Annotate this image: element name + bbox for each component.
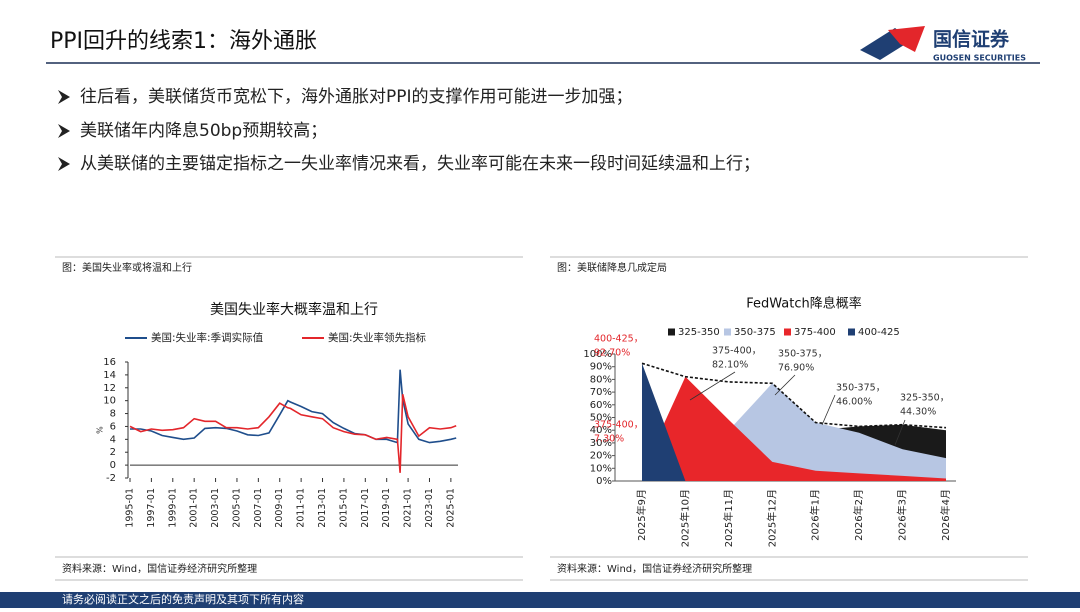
panel-caption: 图：美联储降息几成定局	[557, 261, 667, 274]
x-tick-label: 2025年11月	[722, 489, 735, 547]
leader-line	[821, 394, 836, 426]
x-tick-label: 2003-01	[210, 488, 221, 528]
y-tick-label: 90%	[590, 362, 612, 373]
x-tick-label: 2025年10月	[678, 489, 691, 547]
y-tick-label: 70%	[590, 387, 612, 398]
annotation: 350-375，	[778, 349, 827, 360]
x-tick-label: 2011-01	[296, 488, 307, 528]
max-line	[641, 362, 947, 429]
x-tick-label: 2001-01	[189, 488, 200, 528]
annotation: 92.70%	[594, 348, 630, 359]
x-tick-label: 2023-01	[424, 488, 435, 528]
bullet-list: 往后看，美联储货币宽松下，海外通胀对PPI的支撑作用可能进一步加强； 美联储年内…	[58, 87, 760, 174]
y-tick-label: 0%	[596, 476, 612, 487]
panel-source: 资料来源：Wind，国信证券经济研究所整理	[62, 562, 257, 575]
x-tick-label: 2026年3月	[896, 489, 909, 541]
x-tick-label: 2007-01	[253, 488, 264, 528]
y-tick-label: 40%	[590, 425, 612, 436]
legend-label: 375-400	[794, 327, 836, 338]
legend-label: 400-425	[858, 327, 900, 338]
leader-line	[689, 371, 736, 401]
annotation: 7.30%	[594, 434, 624, 445]
annotation: 400-425，	[594, 334, 643, 345]
x-tick-label: 2017-01	[360, 488, 371, 528]
y-tick-label: 100%	[583, 349, 612, 360]
legend-label: 美国:失业率领先指标	[328, 331, 427, 344]
series-area	[642, 376, 946, 481]
bullet-marker	[58, 157, 70, 171]
panel-source: 资料来源：Wind，国信证券经济研究所整理	[557, 562, 752, 575]
y-tick-label: 2	[110, 447, 116, 458]
series-area	[642, 363, 946, 481]
panel-caption: 图：美国失业率或将温和上行	[62, 261, 192, 274]
chart-title: FedWatch降息概率	[746, 296, 862, 312]
legend-label: 325-350	[678, 327, 720, 338]
leader-line	[894, 419, 906, 446]
x-tick-label: 2025-01	[445, 488, 456, 528]
y-tick-label: 8	[110, 409, 116, 420]
series-line	[129, 394, 457, 473]
legend-swatch	[848, 328, 855, 336]
x-tick-label: 2021-01	[403, 488, 414, 528]
annotation: 76.90%	[778, 363, 814, 374]
legend-swatch	[784, 328, 791, 336]
logo-name: 国信证券	[933, 28, 1010, 51]
x-tick-label: 2025年9月	[635, 489, 648, 541]
annotation: 325-350，	[900, 393, 949, 404]
x-tick-label: 2009-01	[274, 488, 285, 528]
y-axis-label: %	[96, 426, 105, 434]
x-tick-label: 2026年2月	[852, 489, 865, 541]
y-tick-label: 0	[110, 460, 116, 471]
y-tick-label: 10	[103, 396, 116, 407]
annotation: 350-375，	[836, 383, 885, 394]
x-tick-label: 2005-01	[231, 488, 242, 528]
panel-frames	[55, 256, 1028, 581]
chart-title: 美国失业率大概率温和上行	[210, 301, 378, 318]
bullet: 美联储年内降息50bp预期较高；	[80, 121, 327, 141]
x-tick-label: 1999-01	[167, 488, 178, 528]
y-tick-label: 6	[110, 421, 116, 432]
x-tick-label: 1995-01	[125, 488, 136, 528]
logo	[860, 26, 925, 60]
annotation: 46.00%	[836, 397, 872, 408]
bullet-marker	[58, 124, 70, 138]
y-tick-label: 50%	[590, 413, 612, 424]
x-tick-label: 2025年12月	[765, 489, 778, 547]
y-tick-label: 60%	[590, 400, 612, 411]
annotation: 44.30%	[900, 407, 936, 418]
x-tick-label: 2019-01	[381, 488, 392, 528]
legend-swatch	[668, 328, 675, 336]
series-line	[130, 369, 457, 444]
footer-bar	[0, 592, 1080, 608]
y-tick-label: 12	[103, 383, 116, 394]
y-tick-label: 80%	[590, 374, 612, 385]
x-tick-label: 2013-01	[317, 488, 328, 528]
y-tick-label: 20%	[590, 451, 612, 462]
leader-line	[774, 374, 796, 396]
annotation: 82.10%	[712, 360, 748, 371]
y-tick-label: 30%	[590, 438, 612, 449]
footer-text: 请务必阅读正文之后的免责声明及其项下所有内容	[62, 592, 304, 606]
legend-label: 350-375	[734, 327, 776, 338]
bullet-marker	[58, 90, 70, 104]
x-tick-label: 2026年1月	[809, 489, 822, 541]
bullet: 从美联储的主要锚定指标之一失业率情况来看，失业率可能在未来一段时间延续温和上行；	[80, 154, 760, 174]
y-tick-label: -2	[106, 473, 116, 484]
y-tick-label: 4	[110, 434, 116, 445]
x-tick-label: 2015-01	[338, 488, 349, 528]
annotation: 375-400，	[594, 420, 643, 431]
bullet: 往后看，美联储货币宽松下，海外通胀对PPI的支撑作用可能进一步加强；	[80, 87, 633, 107]
legend-label: 美国:失业率:季调实际值	[151, 331, 264, 344]
x-tick-label: 1997-01	[146, 488, 157, 528]
slide-title: PPI回升的线索1：海外通胀	[50, 29, 317, 54]
y-tick-label: 14	[103, 370, 116, 381]
y-tick-label: 10%	[590, 463, 612, 474]
legend-swatch	[724, 328, 731, 336]
x-tick-label: 2026年4月	[939, 489, 952, 541]
annotation: 375-400，	[712, 346, 761, 357]
logo-sub: GUOSEN SECURITIES	[933, 54, 1026, 63]
y-tick-label: 16	[103, 357, 116, 368]
